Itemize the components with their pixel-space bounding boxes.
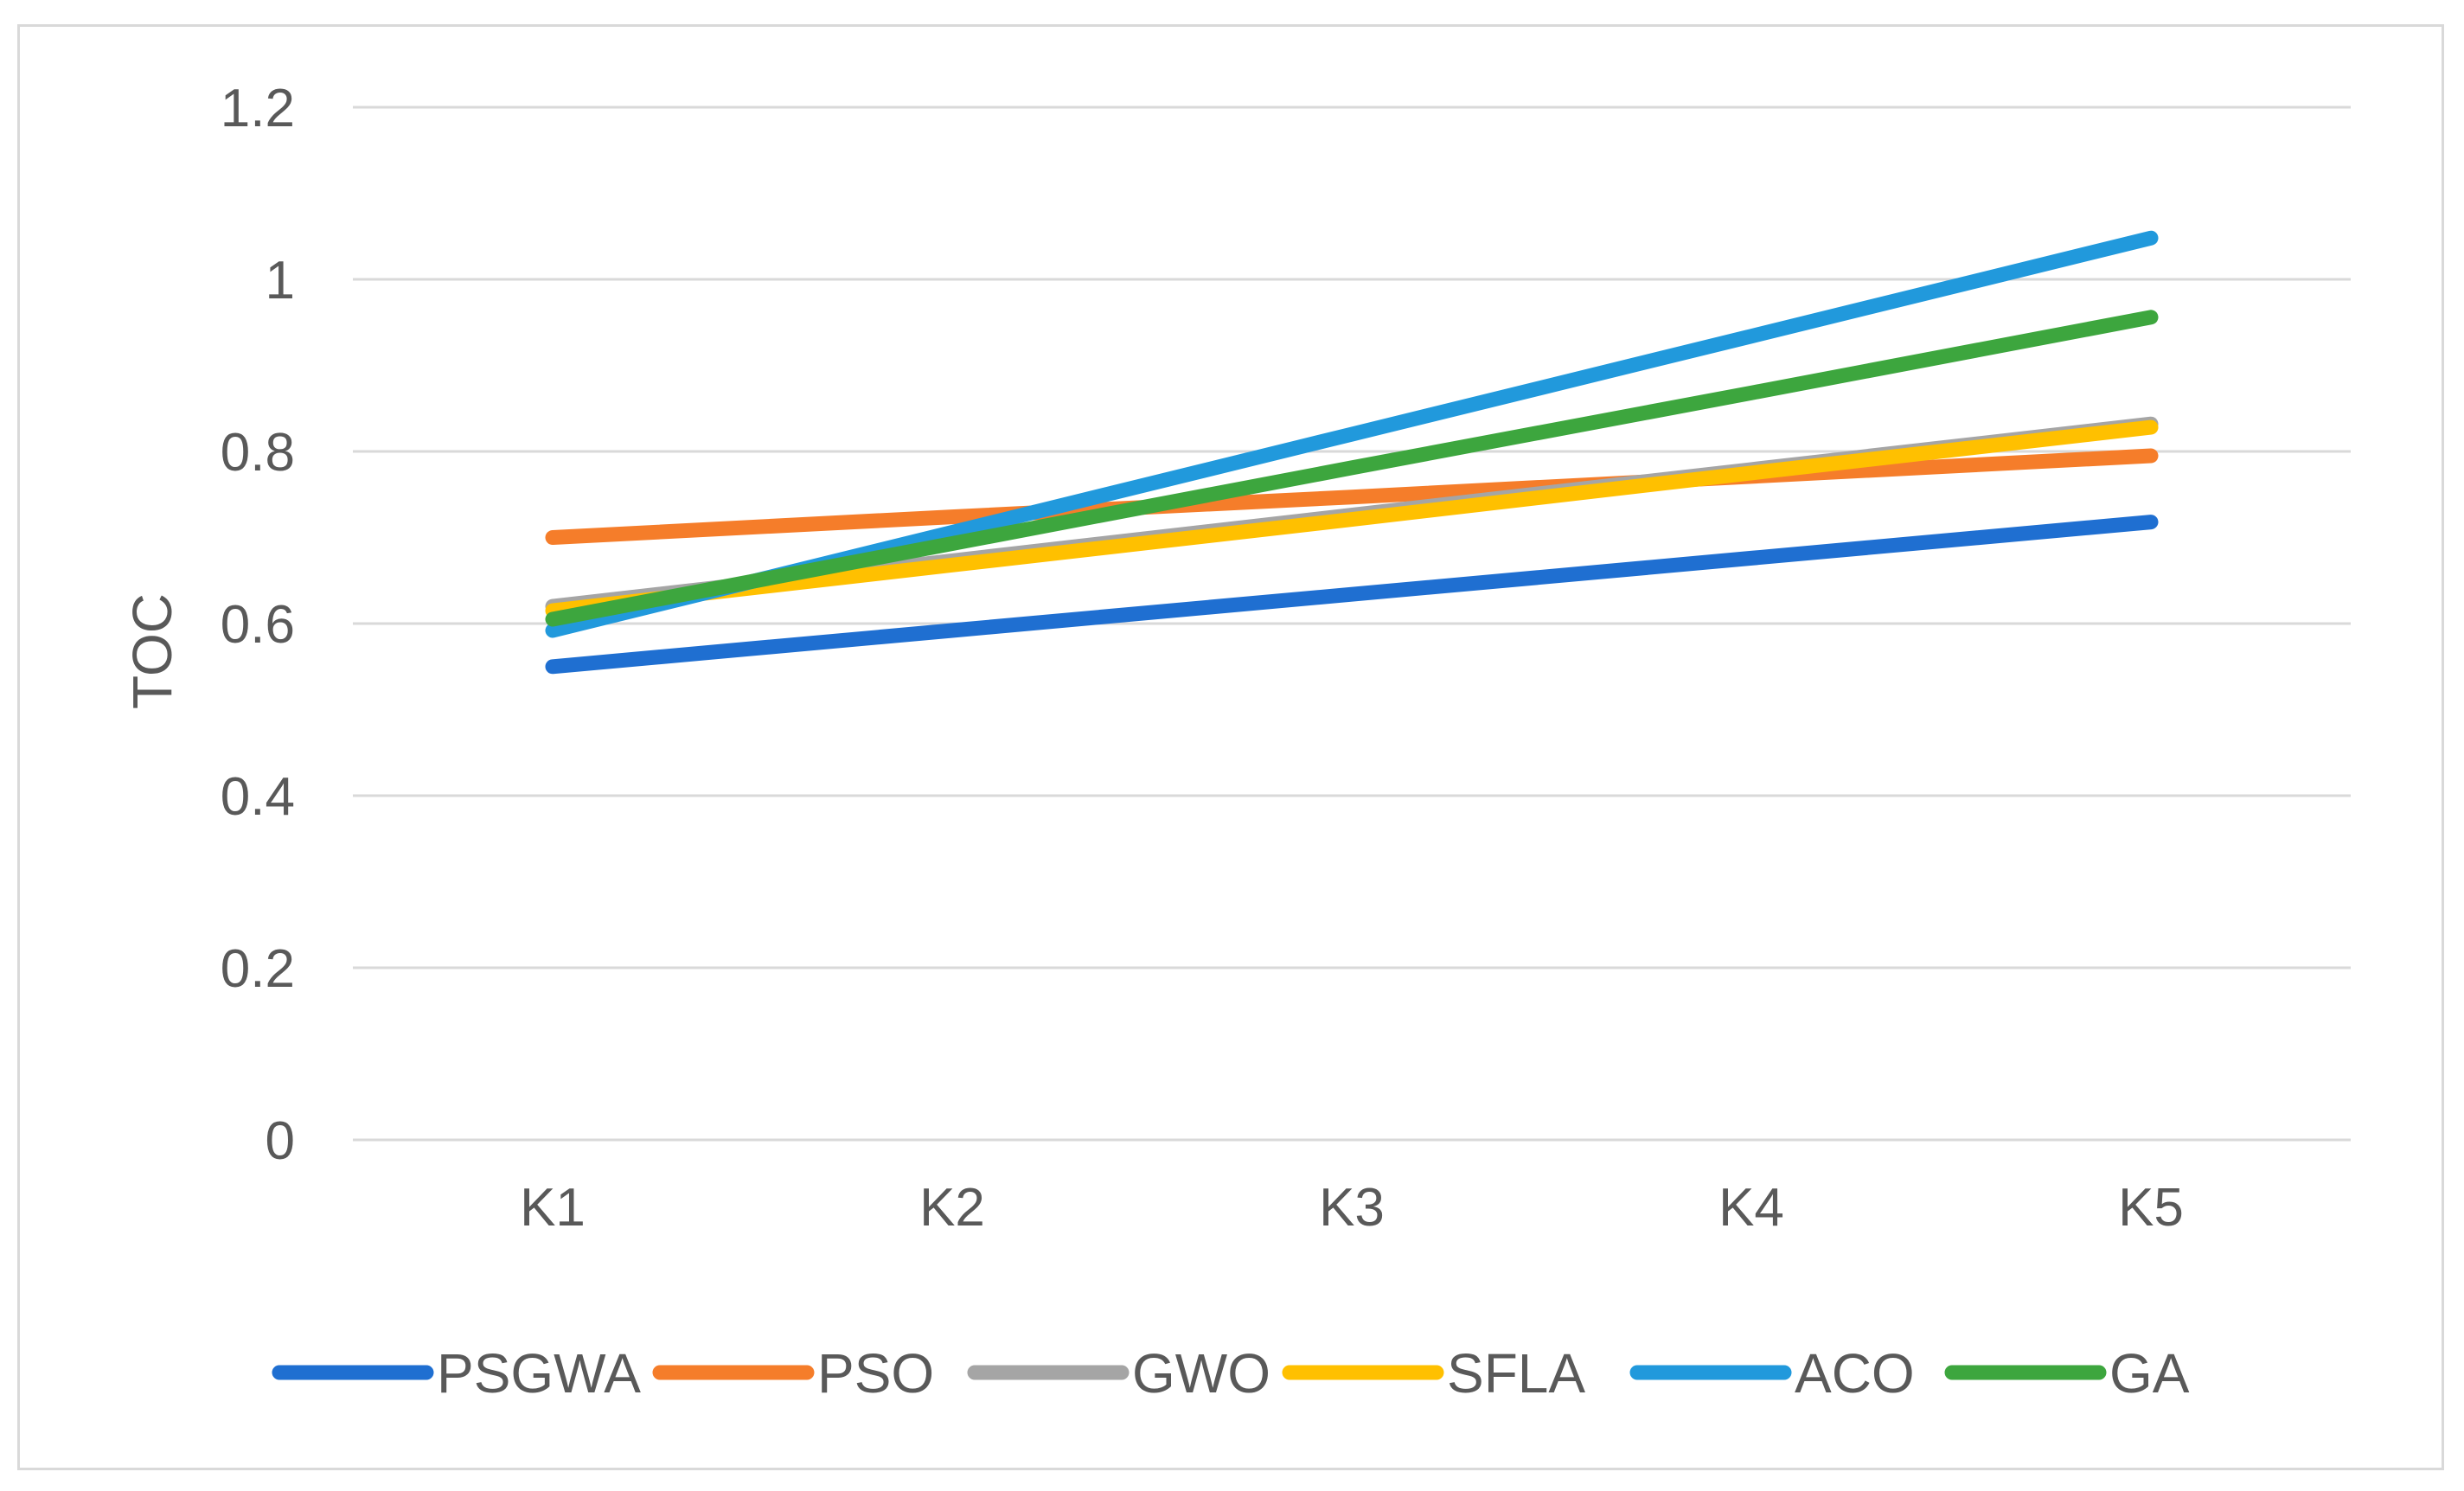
- legend-item-sfla: SFLA: [1282, 1342, 1585, 1405]
- x-tick-label: K4: [1718, 1178, 1784, 1238]
- legend-label: SFLA: [1447, 1342, 1585, 1405]
- legend-label: PSGWA: [437, 1342, 641, 1405]
- y-tick-label: 1: [266, 251, 295, 310]
- y-tick-label: 1.2: [221, 79, 295, 138]
- x-tick-label: K5: [2118, 1178, 2184, 1238]
- legend-item-aco: ACO: [1629, 1342, 1915, 1405]
- y-axis-ticks: 0 0.2 0.4 0.6 0.8 1 1.2: [221, 79, 295, 1171]
- series-line-sfla: [545, 419, 2159, 618]
- legend-label: ACO: [1795, 1342, 1915, 1405]
- series-line-ga: [545, 310, 2159, 627]
- y-tick-label: 0.2: [221, 939, 295, 999]
- series-line-psgwa: [545, 515, 2159, 675]
- legend-item-pso: PSO: [652, 1342, 934, 1405]
- chart-frame: 0 0.2 0.4 0.6 0.8 1 1.2 K1 K2 K3 K4 K5 TOC PSGWA PS…: [17, 24, 2444, 1470]
- legend-item-gwo: GWO: [967, 1342, 1270, 1405]
- x-tick-label: K2: [919, 1178, 985, 1238]
- x-tick-label: K3: [1319, 1178, 1385, 1238]
- x-axis-ticks: K1 K2 K3 K4 K5: [520, 1178, 2184, 1238]
- y-tick-label: 0.8: [221, 423, 295, 483]
- series-line-pso: [545, 448, 2159, 545]
- legend-label: PSO: [817, 1342, 934, 1405]
- legend: PSGWA PSO GWO SFLA ACO GA: [272, 1342, 2190, 1405]
- line-chart: 00.20.40.60.811.2 K1 K2 K3 K4 K5 TOC PSGWA PS…: [121, 79, 2351, 1405]
- y-axis-title: TOC: [121, 593, 183, 709]
- x-tick-label: K1: [520, 1178, 586, 1238]
- series-lines: [545, 230, 2159, 675]
- y-tick-label: 0.4: [221, 767, 295, 827]
- legend-label: GWO: [1132, 1342, 1270, 1405]
- gridlines: [353, 106, 2351, 1142]
- legend-item-ga: GA: [1944, 1342, 2190, 1405]
- legend-label: GA: [2109, 1342, 2190, 1405]
- y-tick-label: 0: [266, 1111, 295, 1171]
- y-tick-label: 0.6: [221, 595, 295, 655]
- legend-item-psgwa: PSGWA: [272, 1342, 641, 1405]
